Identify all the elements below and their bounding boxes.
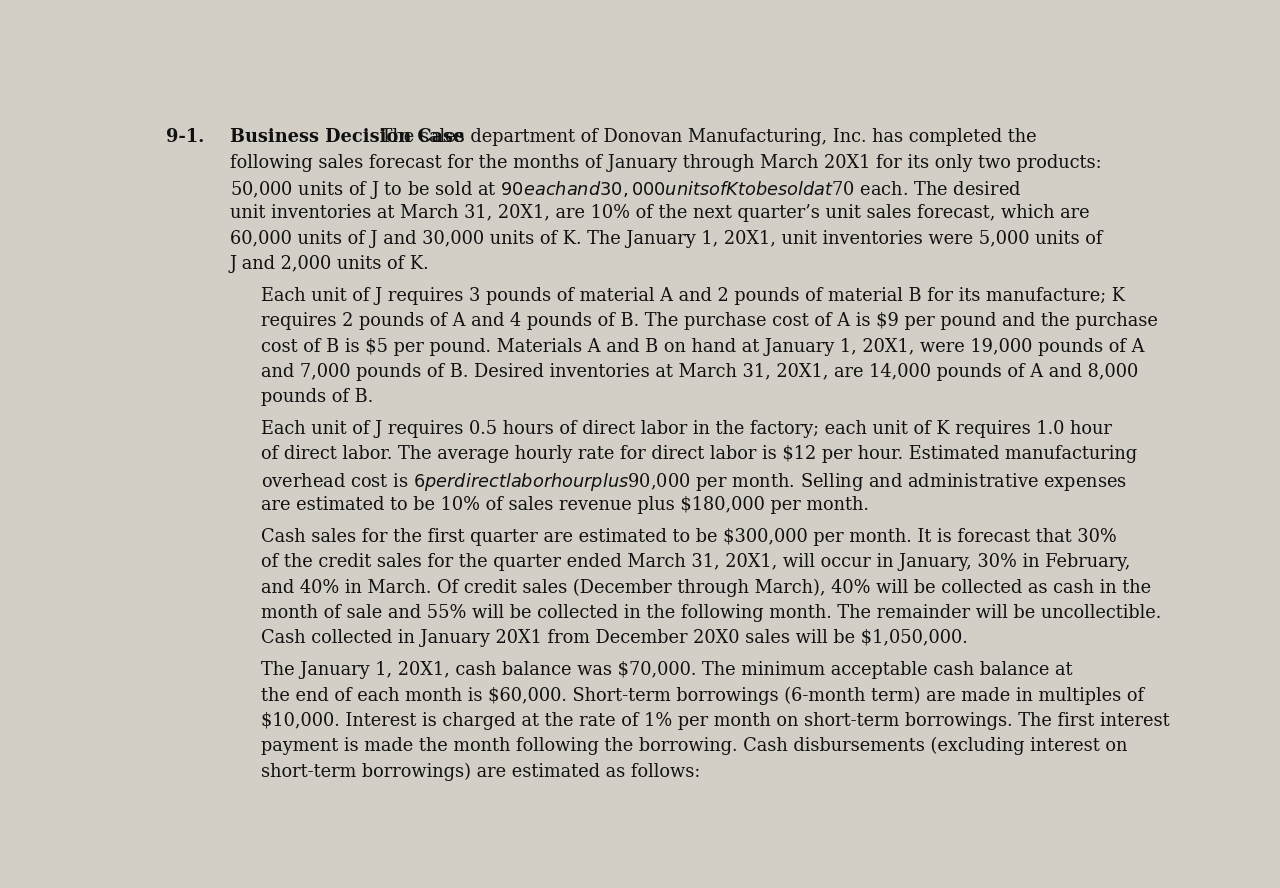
Text: and 40% in March. Of credit sales (December through March), 40% will be collecte: and 40% in March. Of credit sales (Decem…: [261, 579, 1151, 597]
Text: and 7,000 pounds of B. Desired inventories at March 31, 20X1, are 14,000 pounds : and 7,000 pounds of B. Desired inventori…: [261, 363, 1138, 381]
Text: requires 2 pounds of A and 4 pounds of B. The purchase cost of A is $9 per pound: requires 2 pounds of A and 4 pounds of B…: [261, 313, 1157, 330]
Text: Each unit of J requires 3 pounds of material A and 2 pounds of material B for it: Each unit of J requires 3 pounds of mate…: [261, 287, 1125, 305]
Text: 60,000 units of J and 30,000 units of K. The January 1, 20X1, unit inventories w: 60,000 units of J and 30,000 units of K.…: [229, 230, 1102, 248]
Text: of direct labor. The average hourly rate for direct labor is $12 per hour. Estim: of direct labor. The average hourly rate…: [261, 446, 1137, 464]
Text: The sales department of Donovan Manufacturing, Inc. has completed the: The sales department of Donovan Manufact…: [375, 128, 1037, 147]
Text: Business Decision Case: Business Decision Case: [229, 128, 465, 147]
Text: Cash sales for the first quarter are estimated to be $300,000 per month. It is f: Cash sales for the first quarter are est…: [261, 527, 1116, 546]
Text: short-term borrowings) are estimated as follows:: short-term borrowings) are estimated as …: [261, 763, 700, 781]
Text: Each unit of J requires 0.5 hours of direct labor in the factory; each unit of K: Each unit of J requires 0.5 hours of dir…: [261, 420, 1111, 438]
Text: $10,000. Interest is charged at the rate of 1% per month on short-term borrowing: $10,000. Interest is charged at the rate…: [261, 712, 1170, 730]
Text: cost of B is $5 per pound. Materials A and B on hand at January 1, 20X1, were 19: cost of B is $5 per pound. Materials A a…: [261, 337, 1144, 355]
Text: The January 1, 20X1, cash balance was $70,000. The minimum acceptable cash balan: The January 1, 20X1, cash balance was $7…: [261, 661, 1073, 679]
Text: of the credit sales for the quarter ended March 31, 20X1, will occur in January,: of the credit sales for the quarter ende…: [261, 553, 1130, 571]
Text: 50,000 units of J to be sold at $90 each and 30,000 units of K to be sold at $70: 50,000 units of J to be sold at $90 each…: [229, 179, 1021, 201]
Text: Cash collected in January 20X1 from December 20X0 sales will be $1,050,000.: Cash collected in January 20X1 from Dece…: [261, 630, 968, 647]
Text: are estimated to be 10% of sales revenue plus $180,000 per month.: are estimated to be 10% of sales revenue…: [261, 496, 869, 514]
Text: payment is made the month following the borrowing. Cash disbursements (excluding: payment is made the month following the …: [261, 737, 1128, 756]
Text: 9-1.: 9-1.: [166, 128, 205, 147]
Text: unit inventories at March 31, 20X1, are 10% of the next quarter’s unit sales for: unit inventories at March 31, 20X1, are …: [229, 204, 1089, 222]
Text: J and 2,000 units of K.: J and 2,000 units of K.: [229, 255, 429, 274]
Text: month of sale and 55% will be collected in the following month. The remainder wi: month of sale and 55% will be collected …: [261, 604, 1161, 622]
Text: the end of each month is $60,000. Short-term borrowings (6-month term) are made : the end of each month is $60,000. Short-…: [261, 686, 1144, 704]
Text: pounds of B.: pounds of B.: [261, 388, 372, 407]
Text: overhead cost is $6 per direct labor hour plus $90,000 per month. Selling and ad: overhead cost is $6 per direct labor hou…: [261, 471, 1126, 493]
Text: following sales forecast for the months of January through March 20X1 for its on: following sales forecast for the months …: [229, 154, 1101, 171]
